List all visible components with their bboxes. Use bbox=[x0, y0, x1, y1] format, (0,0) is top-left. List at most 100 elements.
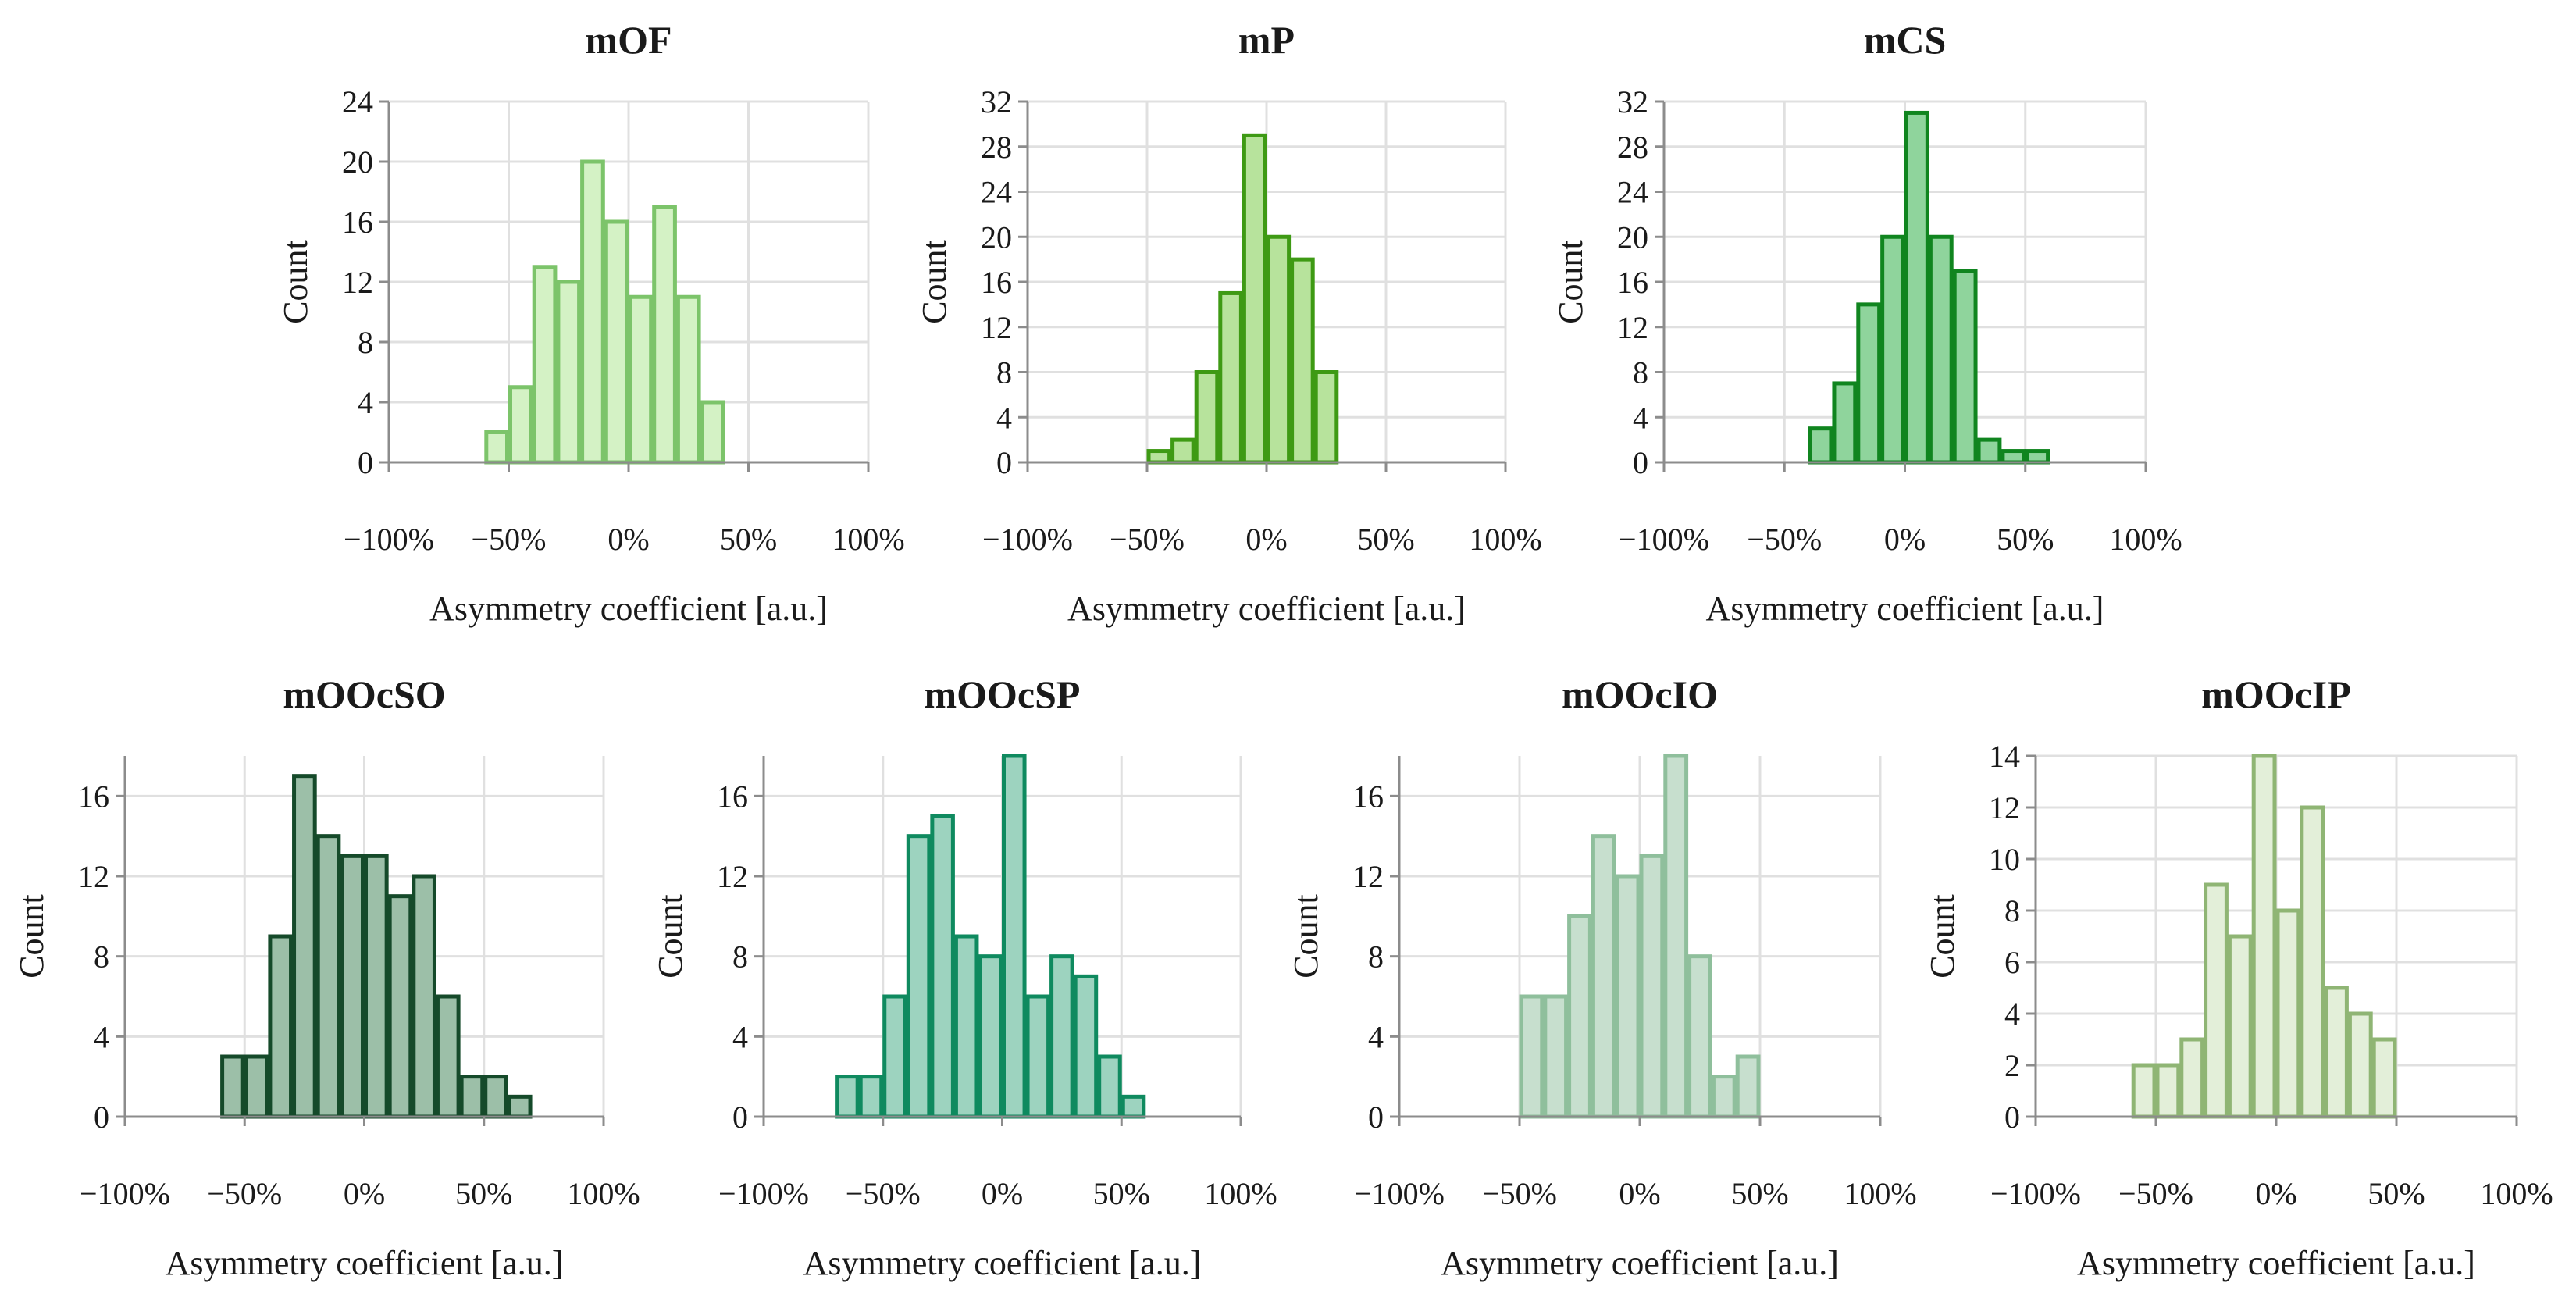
x-tick-label: 50% bbox=[1731, 1176, 1788, 1211]
histogram-bar bbox=[2324, 986, 2349, 1119]
x-tick-label: 100% bbox=[1844, 1176, 1916, 1211]
y-tick-label: 28 bbox=[981, 130, 1012, 165]
histogram-bar bbox=[508, 385, 533, 465]
histogram-bar bbox=[556, 280, 582, 465]
x-tick-label: −100% bbox=[718, 1176, 809, 1211]
histogram-bar bbox=[1266, 234, 1292, 465]
histogram-bar bbox=[2347, 1011, 2373, 1119]
y-tick-label: 10 bbox=[1989, 842, 2020, 877]
chart-title: mOOcSO bbox=[283, 672, 445, 716]
x-tick-label: −50% bbox=[2118, 1176, 2193, 1211]
histogram-bar bbox=[483, 1075, 508, 1119]
histogram-bar bbox=[1711, 1075, 1737, 1119]
histogram-bar bbox=[675, 294, 701, 465]
histogram-bar bbox=[604, 219, 629, 465]
y-axis-label: Count bbox=[1552, 240, 1590, 324]
y-tick-label: 4 bbox=[94, 1019, 109, 1054]
histogram-bar bbox=[292, 774, 317, 1119]
x-tick-label: 0% bbox=[1884, 522, 1926, 557]
x-tick-label: 50% bbox=[720, 522, 777, 557]
histogram-bar bbox=[1928, 234, 1954, 465]
chart-title: mOOcIP bbox=[2201, 672, 2351, 716]
x-tick-label: 50% bbox=[455, 1176, 512, 1211]
histogram-bar bbox=[2131, 1063, 2157, 1119]
chart-title: mOOcIO bbox=[1562, 672, 1718, 716]
x-tick-label: 0% bbox=[2255, 1176, 2296, 1211]
y-tick-label: 8 bbox=[2004, 893, 2020, 929]
x-tick-label: 0% bbox=[1619, 1176, 1660, 1211]
y-tick-label: 0 bbox=[996, 445, 1012, 480]
y-tick-label: 12 bbox=[981, 310, 1012, 345]
y-tick-label: 8 bbox=[1633, 355, 1648, 390]
histogram-bar bbox=[2179, 1037, 2205, 1119]
histogram-bar bbox=[220, 1054, 245, 1119]
histogram-bar bbox=[1567, 914, 1592, 1119]
histogram-bar bbox=[1194, 370, 1220, 465]
histogram-bar bbox=[315, 834, 341, 1119]
chart-panel-moocsp: 0 4 8 12 16 −100% −50% 0% 50% 100% mOOcSP Asymmetry… bbox=[651, 672, 1277, 1282]
x-axis-label: Asymmetry coefficient [a.u.] bbox=[1706, 590, 2104, 628]
chart-panel-mcs: 0 4 8 12 16 20 24 28 32 −100% −50% 0% 50% 100% mCS Asym… bbox=[1552, 18, 2182, 628]
histogram-bar bbox=[2204, 882, 2229, 1119]
chart-panel-moocip: 0 2 4 6 8 10 12 14 −100% −50% 0% 50% 100% mOOcIP Asymm… bbox=[1923, 672, 2553, 1282]
histogram-bar bbox=[2227, 934, 2253, 1119]
histogram-bar bbox=[1146, 449, 1172, 465]
x-tick-label: 100% bbox=[832, 522, 904, 557]
x-tick-label: −100% bbox=[80, 1176, 170, 1211]
x-tick-label: 0% bbox=[982, 1176, 1023, 1211]
y-tick-label: 8 bbox=[1368, 939, 1384, 975]
histogram-bar bbox=[1808, 426, 1833, 465]
histogram-bar bbox=[930, 814, 955, 1119]
histogram-bar bbox=[580, 159, 605, 465]
x-tick-label: −100% bbox=[344, 522, 434, 557]
y-tick-label: 8 bbox=[358, 325, 373, 360]
x-axis-label: Asymmetry coefficient [a.u.] bbox=[1441, 1244, 1839, 1282]
histogram-bar bbox=[700, 400, 725, 465]
x-tick-label: 100% bbox=[567, 1176, 640, 1211]
histogram-bar bbox=[628, 294, 654, 465]
y-tick-label: 16 bbox=[717, 779, 748, 814]
x-tick-label: 50% bbox=[1093, 1176, 1150, 1211]
chart-panel-mp: 0 4 8 12 16 20 24 28 32 −100% −50% 0% 50% 100% mP Asymm… bbox=[915, 18, 1542, 628]
histogram-bar bbox=[1952, 269, 1978, 465]
x-tick-label: 50% bbox=[2368, 1176, 2425, 1211]
histogram-bar bbox=[340, 854, 365, 1119]
histogram-bar bbox=[387, 894, 413, 1119]
histogram-bar bbox=[459, 1075, 485, 1119]
y-tick-label: 0 bbox=[1633, 445, 1648, 480]
y-tick-label: 4 bbox=[1633, 400, 1648, 435]
y-tick-label: 24 bbox=[342, 84, 373, 119]
histogram-bar bbox=[1073, 974, 1099, 1119]
x-axis-label: Asymmetry coefficient [a.u.] bbox=[803, 1244, 1202, 1282]
chart-panel-moocio: 0 4 8 12 16 −100% −50% 0% 50% 100% mOOcIO Asymmetry… bbox=[1287, 672, 1917, 1282]
histogram-bar bbox=[1976, 437, 2002, 465]
y-axis-label: Count bbox=[276, 240, 315, 324]
histogram-bar bbox=[532, 265, 558, 465]
x-tick-label: −50% bbox=[846, 1176, 921, 1211]
x-tick-label: −100% bbox=[1619, 522, 1709, 557]
y-tick-label: 4 bbox=[732, 1019, 748, 1054]
chart-title: mP bbox=[1238, 18, 1295, 62]
y-tick-label: 12 bbox=[717, 859, 748, 894]
histogram-bar bbox=[2001, 449, 2026, 465]
y-tick-label: 0 bbox=[732, 1100, 748, 1135]
histogram-bar bbox=[953, 934, 979, 1119]
y-tick-label: 12 bbox=[1352, 859, 1384, 894]
y-tick-label: 8 bbox=[94, 939, 109, 975]
x-tick-label: 100% bbox=[1204, 1176, 1277, 1211]
histogram-bar bbox=[364, 854, 389, 1119]
y-tick-label: 32 bbox=[1617, 84, 1648, 119]
y-tick-label: 12 bbox=[1617, 310, 1648, 345]
histogram-bar bbox=[507, 1094, 533, 1119]
y-tick-label: 16 bbox=[1617, 265, 1648, 300]
histogram-bar bbox=[1242, 133, 1267, 465]
histogram-bar bbox=[1687, 954, 1712, 1119]
histogram-bar bbox=[2155, 1063, 2181, 1119]
y-tick-label: 16 bbox=[342, 205, 373, 240]
chart-title: mOF bbox=[585, 18, 672, 62]
x-tick-label: 50% bbox=[1357, 522, 1414, 557]
x-tick-label: −100% bbox=[1990, 1176, 2081, 1211]
x-tick-label: −100% bbox=[1354, 1176, 1445, 1211]
y-tick-label: 4 bbox=[358, 385, 373, 420]
x-tick-label: −50% bbox=[1747, 522, 1822, 557]
